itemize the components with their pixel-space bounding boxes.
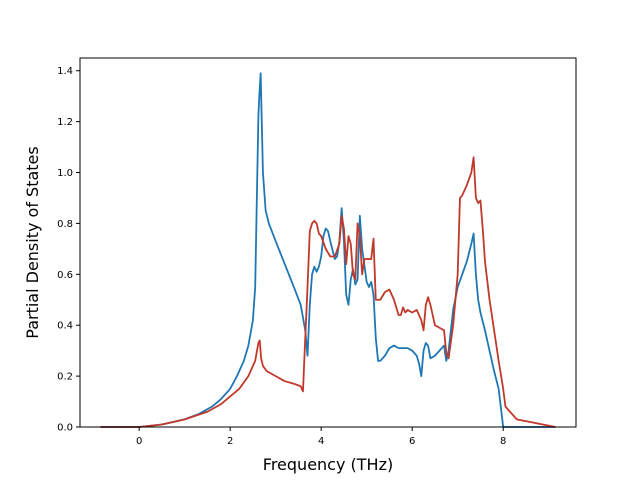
series-line-2: [100, 156, 556, 428]
x-axis-ticks: 0 2 4 6 8: [136, 427, 506, 447]
x-tick-label: 8: [500, 436, 506, 447]
x-tick-label: 6: [409, 436, 415, 447]
y-axis-ticks: 0.0 0.2 0.4 0.6 0.8 1.0 1.2 1.4: [57, 66, 80, 434]
y-tick-label: 0.2: [57, 372, 73, 383]
y-tick-label: 0.0: [57, 423, 73, 434]
x-axis-label: Frequency (THz): [263, 455, 393, 474]
series-line-1: [100, 72, 556, 428]
y-tick-label: 0.6: [57, 270, 73, 281]
x-tick-label: 4: [318, 436, 324, 447]
y-tick-label: 1.4: [57, 66, 73, 77]
y-axis-label: Partial Density of States: [23, 146, 42, 338]
y-tick-label: 1.2: [57, 117, 73, 128]
series-layer: [100, 72, 556, 428]
y-tick-label: 1.0: [57, 168, 73, 179]
x-tick-label: 0: [136, 436, 142, 447]
y-tick-label: 0.8: [57, 219, 73, 230]
x-tick-label: 2: [227, 436, 233, 447]
axes-frame: [79, 57, 577, 428]
y-tick-label: 0.4: [57, 321, 73, 332]
